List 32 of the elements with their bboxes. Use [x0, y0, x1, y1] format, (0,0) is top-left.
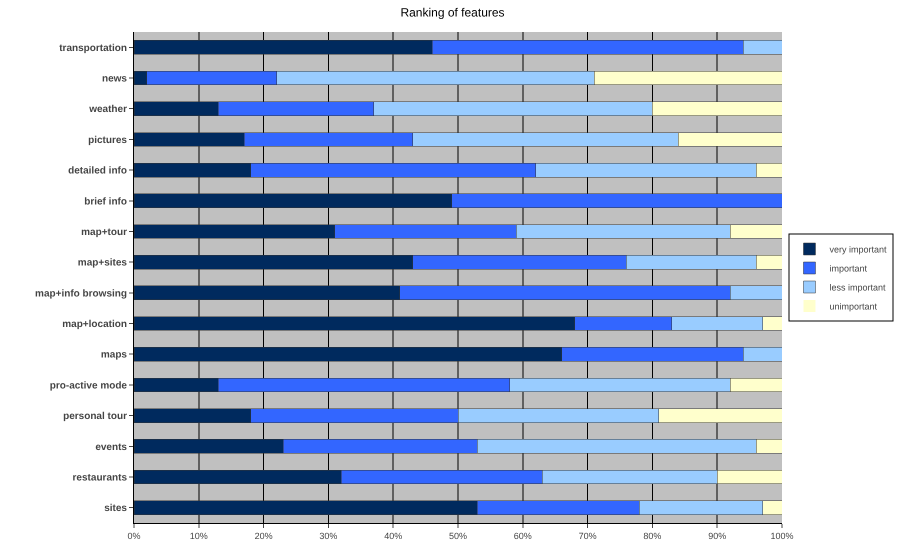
x-tick-label: 40% [384, 530, 402, 541]
x-tick-label: 10% [190, 530, 208, 541]
chart-title: Ranking of features [400, 6, 505, 20]
x-tick-label: 60% [514, 530, 532, 541]
y-tick-label: news [102, 74, 128, 85]
legend-label: important [829, 264, 868, 274]
legend-label: less important [829, 282, 886, 293]
y-tick-label: sites [104, 503, 128, 514]
x-tick-label: 70% [578, 530, 597, 541]
y-tick-label: maps [100, 350, 128, 361]
x-tick-label: 100% [770, 530, 794, 541]
y-tick-label: weather [88, 104, 128, 116]
x-tick-label: 80% [643, 530, 662, 541]
y-tick-label: detailed info [68, 166, 127, 177]
x-tick-label: 90% [708, 530, 726, 541]
y-tick-label: pro-active mode [50, 380, 128, 392]
legend-label: very important [829, 244, 887, 255]
y-tick-label: map+sites [78, 258, 128, 269]
x-tick-label: 20% [254, 530, 273, 541]
y-tick-label: personal tour [63, 411, 128, 422]
y-tick-label: map+location [62, 319, 127, 330]
y-tick-label: map+tour [81, 226, 128, 238]
y-tick-label: pictures [88, 134, 128, 146]
y-tick-label: transportation [59, 42, 127, 54]
y-tick-label: events [95, 442, 128, 453]
x-tick-label: 50% [448, 530, 468, 541]
x-tick-label: 0% [127, 530, 141, 541]
legend-label: unimportant [829, 302, 878, 312]
y-tick-label: brief info [84, 196, 127, 208]
y-tick-label: map+info browsing [35, 288, 127, 300]
x-tick-label: 30% [319, 530, 338, 541]
y-tick-label: restaurants [72, 472, 128, 484]
